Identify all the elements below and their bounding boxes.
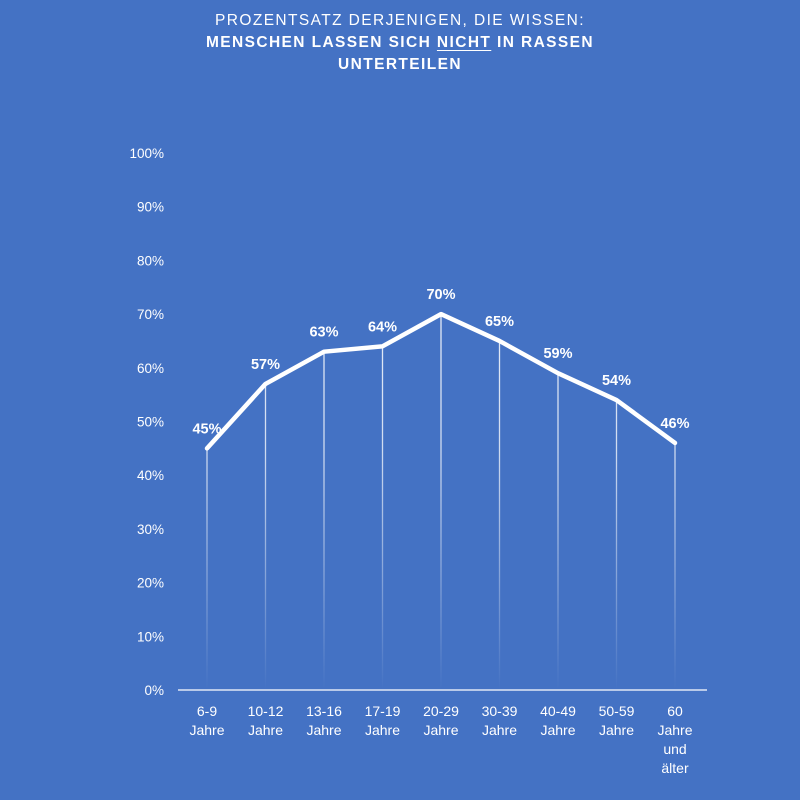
x-category-label: 10-12 Jahre	[248, 703, 284, 738]
y-tick-label: 100%	[129, 146, 164, 161]
x-category-label-line: 20-29	[423, 703, 459, 719]
x-category-label-line: 40-49	[540, 703, 576, 719]
x-category-label-line: 60	[667, 703, 683, 719]
x-category-label-line: 17-19	[365, 703, 401, 719]
x-category-label-line: 10-12	[248, 703, 284, 719]
data-label: 46%	[660, 416, 689, 432]
y-tick-label: 90%	[137, 200, 164, 215]
x-category-label-line: Jahre	[423, 722, 458, 738]
y-tick-label: 70%	[137, 307, 164, 322]
data-label: 59%	[543, 346, 572, 362]
drop-lines	[206, 314, 676, 690]
x-category-label: 17-19 Jahre	[365, 703, 401, 738]
x-category-label-line: Jahre	[306, 722, 341, 738]
x-category-label: 60 Jahre und älter	[657, 703, 692, 776]
x-category-label: 6-9 Jahre	[189, 703, 224, 738]
x-category-label-line: älter	[661, 760, 689, 776]
x-category-label: 13-16 Jahre	[306, 703, 342, 738]
chart-title-line-1: PROZENTSATZ DERJENIGEN, DIE WISSEN:	[215, 12, 585, 29]
data-label: 57%	[251, 357, 280, 373]
x-category-label-line: 50-59	[599, 703, 635, 719]
y-axis-tick-labels: 0% 10% 20% 30% 40% 50% 60% 70% 80% 90% 100%	[129, 146, 164, 698]
data-label: 63%	[309, 325, 338, 341]
y-tick-label: 30%	[137, 522, 164, 537]
chart-title-line-2: MENSCHEN LASSEN SICH NICHT IN RASSEN	[0, 32, 800, 54]
y-tick-label: 40%	[137, 468, 164, 483]
x-category-label: 40-49 Jahre	[540, 703, 576, 738]
x-category-label-line: Jahre	[540, 722, 575, 738]
x-category-label: 30-39 Jahre	[482, 703, 518, 738]
x-category-label-line: und	[663, 741, 686, 757]
x-category-label-line: 6-9	[197, 703, 217, 719]
x-category-label: 50-59 Jahre	[599, 703, 635, 738]
data-label: 45%	[192, 421, 221, 437]
chart-title-line-3: UNTERTEILEN	[338, 56, 462, 73]
x-category-label-line: Jahre	[248, 722, 283, 738]
chart-title-emphasis: NICHT	[436, 34, 492, 51]
data-labels: 45% 57% 63% 64% 70% 65% 59% 54% 46%	[192, 287, 689, 437]
x-category-label-line: 30-39	[482, 703, 518, 719]
chart-title-line-2-start: MENSCHEN LASSEN SICH	[205, 34, 437, 51]
data-label: 64%	[368, 319, 397, 335]
y-tick-label: 60%	[137, 361, 164, 376]
chart-title-line-2-end: IN RASSEN	[491, 34, 594, 51]
y-tick-label: 10%	[137, 629, 164, 644]
y-tick-label: 50%	[137, 415, 164, 430]
y-tick-label: 0%	[144, 683, 164, 698]
x-category-label-line: Jahre	[482, 722, 517, 738]
y-tick-label: 80%	[137, 253, 164, 268]
data-label: 65%	[485, 314, 514, 330]
series-line	[204, 311, 678, 451]
chart-title: PROZENTSATZ DERJENIGEN, DIE WISSEN: MENS…	[0, 10, 800, 76]
x-category-label-line: Jahre	[189, 722, 224, 738]
x-category-label-line: Jahre	[657, 722, 692, 738]
y-tick-label: 20%	[137, 576, 164, 591]
x-category-label-line: Jahre	[365, 722, 400, 738]
x-category-label: 20-29 Jahre	[423, 703, 459, 738]
x-category-label-line: 13-16	[306, 703, 342, 719]
data-label: 54%	[602, 373, 631, 389]
x-category-label-line: Jahre	[599, 722, 634, 738]
data-label: 70%	[426, 287, 455, 303]
